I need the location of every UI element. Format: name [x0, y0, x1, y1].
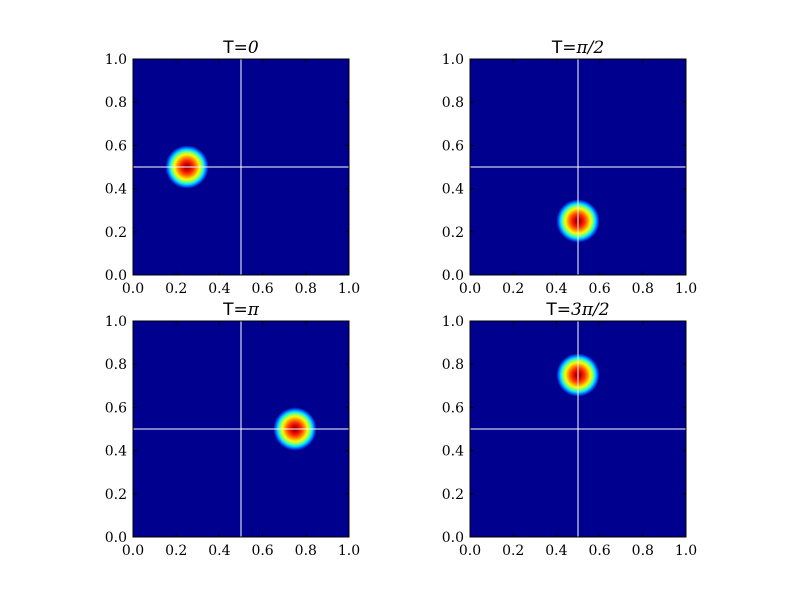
x-tick-label: 0.0	[122, 543, 144, 559]
x-tick-label: 0.6	[588, 543, 610, 559]
title-math: 0	[248, 38, 259, 58]
title-prefix: T=	[222, 300, 248, 320]
x-tick-label: 0.4	[208, 281, 230, 297]
title-math: 3π/2	[571, 300, 610, 320]
x-tick-label: 0.2	[502, 543, 524, 559]
y-tick-label: 0.0	[442, 268, 464, 284]
subplot-1: 0.0 0.2 0.4 0.6 0.8 1.0 0.0 0.2 0.4 0.6 0.8 1.0 T=0	[105, 38, 360, 297]
y-tick-label: 0.4	[442, 444, 464, 460]
y-tick-label: 0.2	[105, 487, 127, 503]
x-tick-label: 0.0	[122, 281, 144, 297]
y-tick-label: 0.0	[105, 268, 127, 284]
y-tick-label: 0.0	[442, 530, 464, 546]
y-tick-label: 0.6	[442, 138, 464, 154]
y-tick-label: 0.8	[105, 95, 127, 111]
title-math: π/2	[575, 38, 604, 58]
subplot-title: T=π/2	[551, 38, 604, 58]
x-tick-label: 0.6	[251, 281, 273, 297]
x-tick-label: 0.0	[459, 281, 481, 297]
x-tick-label: 0.2	[502, 281, 524, 297]
x-tick-label: 0.8	[295, 543, 317, 559]
x-tick-label: 0.2	[165, 543, 187, 559]
subplot-4: 0.0 0.2 0.4 0.6 0.8 1.0 0.0 0.2 0.4 0.6 0.8 1.0 T=3π…	[442, 300, 697, 559]
title-prefix: T=	[545, 300, 571, 320]
axes-frame	[469, 320, 687, 538]
title-prefix: T=	[551, 38, 577, 58]
subplot-title: T=3π/2	[545, 300, 609, 320]
axes-frame	[469, 58, 687, 276]
subplot-2: 0.0 0.2 0.4 0.6 0.8 1.0 0.0 0.2 0.4 0.6 0.8 1.0 T=π/…	[442, 38, 697, 297]
x-tick-label: 1.0	[675, 281, 697, 297]
y-tick-label: 0.6	[105, 400, 127, 416]
subplot-title: T=π	[222, 300, 260, 320]
x-tick-label: 0.8	[632, 281, 654, 297]
y-tick-label: 0.6	[442, 400, 464, 416]
y-tick-label: 1.0	[105, 52, 127, 68]
x-tick-label: 0.8	[632, 543, 654, 559]
y-tick-label: 1.0	[105, 314, 127, 330]
y-tick-label: 0.4	[105, 444, 127, 460]
y-tick-label: 0.4	[442, 182, 464, 198]
subplot-3: 0.0 0.2 0.4 0.6 0.8 1.0 0.0 0.2 0.4 0.6 0.8 1.0 T=π	[105, 300, 360, 559]
axes-frame	[132, 320, 350, 538]
y-tick-label: 0.0	[105, 530, 127, 546]
x-tick-label: 1.0	[338, 281, 360, 297]
y-tick-label: 0.6	[105, 138, 127, 154]
y-tick-label: 0.8	[105, 357, 127, 373]
subplot-title: T=0	[222, 38, 259, 58]
y-tick-label: 0.4	[105, 182, 127, 198]
y-tick-label: 0.2	[442, 225, 464, 241]
x-tick-label: 0.4	[545, 281, 567, 297]
y-tick-label: 0.8	[442, 357, 464, 373]
y-tick-label: 1.0	[442, 314, 464, 330]
x-tick-label: 0.6	[588, 281, 610, 297]
y-tick-label: 1.0	[442, 52, 464, 68]
x-tick-label: 1.0	[675, 543, 697, 559]
x-tick-label: 0.2	[165, 281, 187, 297]
y-tick-label: 0.8	[442, 95, 464, 111]
x-tick-label: 0.4	[208, 543, 230, 559]
y-tick-label: 0.2	[105, 225, 127, 241]
y-tick-label: 0.2	[442, 487, 464, 503]
x-tick-label: 0.8	[295, 281, 317, 297]
x-tick-label: 1.0	[338, 543, 360, 559]
title-prefix: T=	[222, 38, 248, 58]
x-tick-label: 0.4	[545, 543, 567, 559]
x-tick-label: 0.0	[459, 543, 481, 559]
axes-frame	[132, 58, 350, 276]
x-tick-label: 0.6	[251, 543, 273, 559]
title-math: π	[247, 300, 260, 320]
